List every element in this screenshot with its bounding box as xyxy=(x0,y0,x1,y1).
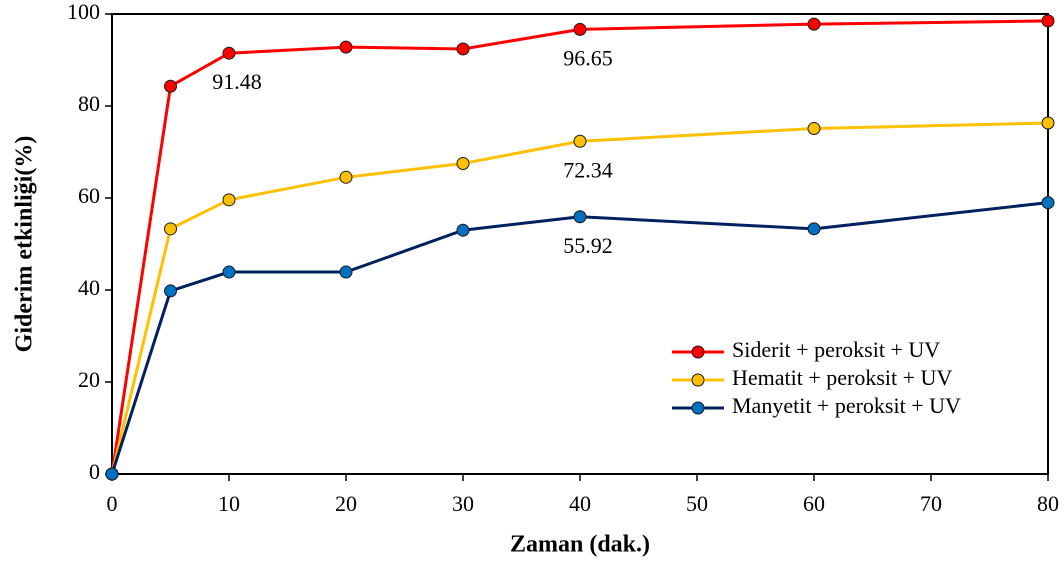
legend-marker xyxy=(691,373,705,387)
x-tick-label: 70 xyxy=(920,491,942,516)
x-tick-label: 10 xyxy=(218,491,240,516)
data-point xyxy=(339,265,353,279)
x-tick-label: 20 xyxy=(335,491,357,516)
x-tick-label: 40 xyxy=(569,491,591,516)
data-point xyxy=(164,284,177,298)
y-tick-label: 100 xyxy=(67,0,100,24)
data-point xyxy=(105,467,119,481)
x-tick-label: 30 xyxy=(452,491,474,516)
legend-label: Hematit + peroksit + UV xyxy=(732,365,952,390)
data-point xyxy=(164,79,177,93)
data-point xyxy=(573,134,587,148)
legend-marker xyxy=(691,401,705,415)
y-tick-label: 40 xyxy=(78,275,100,300)
x-tick-label: 60 xyxy=(803,491,825,516)
data-point xyxy=(339,170,353,184)
series-line xyxy=(110,201,1049,475)
data-point xyxy=(1041,116,1055,130)
data-label: 96.65 xyxy=(563,45,613,70)
data-label: 91.48 xyxy=(212,69,262,94)
data-label: 72.34 xyxy=(563,157,613,182)
data-label: 55.92 xyxy=(563,233,613,258)
data-point xyxy=(222,265,236,279)
x-tick-label: 50 xyxy=(686,491,708,516)
data-point xyxy=(1041,14,1055,28)
data-point xyxy=(456,157,470,170)
y-tick-label: 60 xyxy=(78,183,100,208)
y-tick-label: 0 xyxy=(89,459,100,484)
data-point xyxy=(573,22,587,36)
data-point xyxy=(1041,196,1055,210)
legend-label: Manyetit + peroksit + UV xyxy=(732,393,961,418)
x-tick-label: 0 xyxy=(107,491,118,516)
data-point xyxy=(456,42,470,56)
data-point xyxy=(807,122,821,136)
x-tick-label: 80 xyxy=(1037,491,1059,516)
data-point xyxy=(807,222,821,236)
data-point xyxy=(222,193,236,207)
legend-marker xyxy=(691,345,705,359)
series-line xyxy=(110,121,1049,475)
data-point xyxy=(456,223,470,237)
y-tick-label: 80 xyxy=(78,91,100,116)
series-line xyxy=(110,19,1049,475)
x-axis-title: Zaman (dak.) xyxy=(510,532,650,558)
y-axis-title: Giderim etkinliği(%) xyxy=(12,136,38,353)
plot-frame xyxy=(111,13,1049,475)
data-point xyxy=(573,210,587,224)
y-tick-label: 20 xyxy=(78,367,100,392)
data-point xyxy=(339,40,353,54)
data-point xyxy=(222,46,236,60)
data-point xyxy=(164,222,177,236)
legend-label: Siderit + peroksit + UV xyxy=(732,337,940,362)
data-point xyxy=(807,17,821,31)
